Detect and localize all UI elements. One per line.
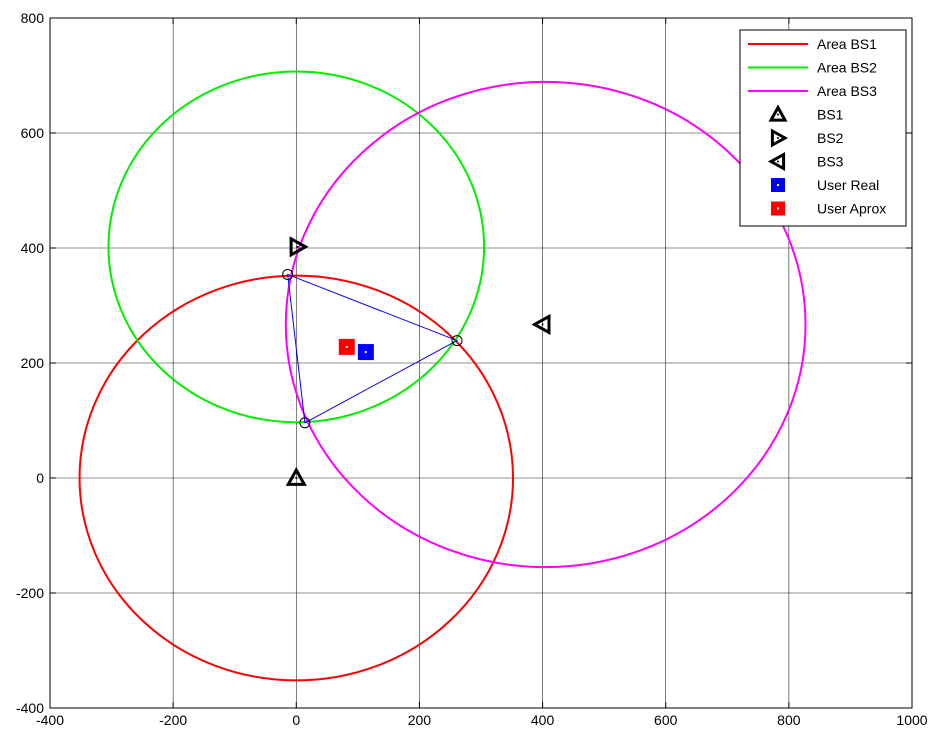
area-circles xyxy=(78,70,807,682)
intersection-triangle xyxy=(282,268,463,429)
intersection-point xyxy=(282,268,294,280)
legend-marker-swatch xyxy=(771,201,785,216)
legend-marker-swatch xyxy=(767,151,786,172)
x-tick-label: 1000 xyxy=(896,712,927,728)
legend-label: Area BS1 xyxy=(817,36,877,52)
bs2-marker xyxy=(289,236,309,258)
x-tick-label: 0 xyxy=(292,712,300,728)
legend-entry-bs2: BS2 xyxy=(770,128,844,148)
x-tick-label: -200 xyxy=(159,712,187,728)
legend-entry-bs3: BS3 xyxy=(767,151,844,172)
legend-label: BS1 xyxy=(817,107,844,123)
legend-entry-user-aprox: User Aprox xyxy=(771,201,886,217)
markers xyxy=(285,236,551,486)
intersection-point xyxy=(299,417,311,429)
y-tick-label: 0 xyxy=(36,470,44,486)
intersection-triangle-line xyxy=(287,273,459,424)
legend: Area BS1 Area BS2 Area BS3 BS1 BS2 BS3 User Re… xyxy=(739,29,907,227)
legend-marker-swatch xyxy=(768,104,788,122)
user-aprox-marker xyxy=(338,338,355,355)
bs1-marker xyxy=(285,466,307,486)
legend-marker-swatch xyxy=(771,178,785,192)
axis-ticks: -400 -200 0 200 400 600 800 1000 -400 -200 0 200 400… xyxy=(16,10,928,728)
legend-label: Area BS2 xyxy=(817,60,877,76)
legend-label: BS2 xyxy=(817,130,844,146)
y-tick-label: 800 xyxy=(21,10,45,26)
legend-label: User Real xyxy=(817,177,879,193)
legend-entry-bs1: BS1 xyxy=(768,104,844,123)
x-tick-label: 400 xyxy=(531,712,555,728)
legend-label: BS3 xyxy=(817,154,844,170)
legend-entry-area-bs1: Area BS1 xyxy=(748,36,877,52)
area-bs1-circle xyxy=(78,274,515,682)
intersection-point xyxy=(451,335,463,347)
area-bs3-circle xyxy=(284,80,807,569)
x-tick-label: 800 xyxy=(777,712,801,728)
legend-box xyxy=(739,29,907,227)
legend-label: Area BS3 xyxy=(817,83,877,99)
legend-entry-area-bs2: Area BS2 xyxy=(748,60,877,76)
y-tick-label: 400 xyxy=(21,240,45,256)
user-real-marker xyxy=(357,344,374,361)
y-tick-label: 200 xyxy=(21,355,45,371)
bs3-marker xyxy=(531,313,551,336)
legend-entry-user-real: User Real xyxy=(771,177,879,193)
x-tick-label: -400 xyxy=(36,712,64,728)
y-tick-label: 600 xyxy=(21,125,45,141)
x-tick-label: 200 xyxy=(408,712,432,728)
legend-label: User Aprox xyxy=(817,201,886,217)
x-tick-label: 600 xyxy=(654,712,678,728)
y-tick-label: -400 xyxy=(16,700,44,716)
legend-entry-area-bs3: Area BS3 xyxy=(748,83,877,99)
legend-marker-swatch xyxy=(770,128,789,148)
area-bs2-circle xyxy=(107,70,486,424)
y-tick-label: -200 xyxy=(16,585,44,601)
